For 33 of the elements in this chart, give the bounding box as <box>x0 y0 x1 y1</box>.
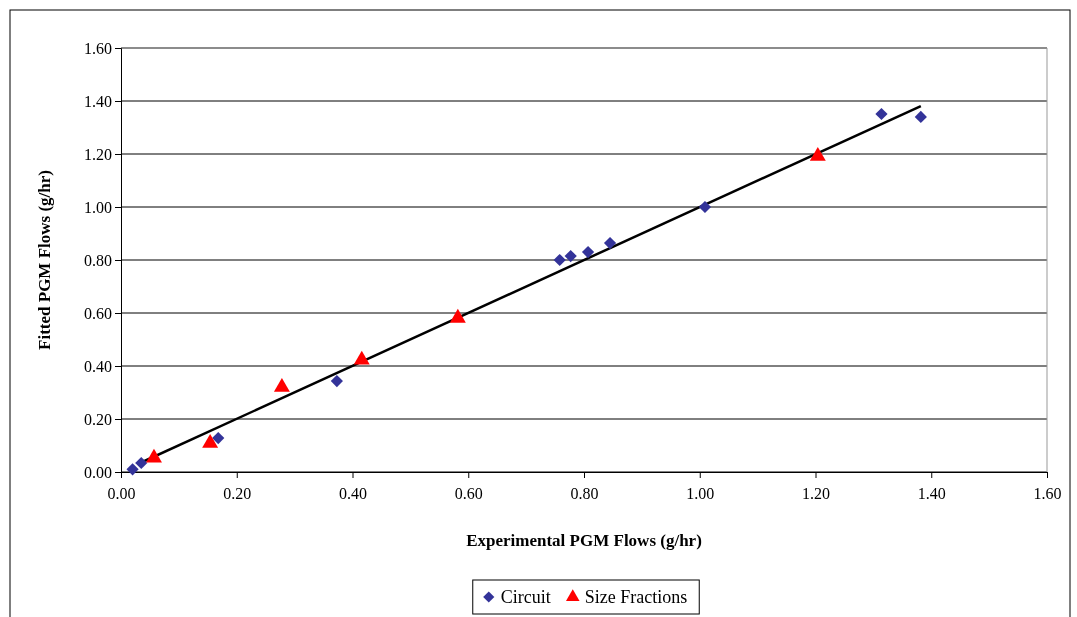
point <box>603 236 617 250</box>
y-tick-label: 1.00 <box>84 198 112 216</box>
point <box>581 245 595 259</box>
point <box>553 253 566 267</box>
x-tick-label: 1.40 <box>917 484 946 502</box>
point <box>564 249 577 263</box>
x-tick-label: 0.60 <box>454 484 483 502</box>
y-tick-label: 1.60 <box>84 39 112 57</box>
legend-label: Circuit <box>500 587 551 607</box>
x-tick-label: 1.20 <box>802 484 830 502</box>
point <box>875 107 888 121</box>
point <box>698 200 712 214</box>
y-tick-label: 0.40 <box>84 357 112 375</box>
x-tick-label: 0.00 <box>107 484 136 502</box>
x-axis-title: Experimental PGM Flows (g/hr) <box>466 531 702 550</box>
y-tick-label: 0.60 <box>84 304 112 322</box>
point <box>330 375 343 388</box>
point <box>126 463 139 476</box>
x-tick-label: 1.60 <box>1033 484 1062 502</box>
point <box>914 110 927 123</box>
y-tick-label: 1.40 <box>84 92 112 110</box>
y-axis-title: Fitted PGM Flows (g/hr) <box>35 170 54 350</box>
x-tick-label: 0.80 <box>570 484 599 502</box>
legend-label: Size Fractions <box>584 587 688 607</box>
point <box>212 431 225 445</box>
y-tick-label: 0.80 <box>84 251 112 269</box>
y-tick-label: 1.20 <box>84 145 112 163</box>
y-tick-label: 0.00 <box>84 463 112 481</box>
y-tick-label: 0.20 <box>84 410 112 428</box>
x-tick-label: 1.00 <box>686 484 715 502</box>
x-tick-label: 0.20 <box>223 484 252 502</box>
point <box>135 456 148 470</box>
x-tick-label: 0.40 <box>339 484 367 502</box>
